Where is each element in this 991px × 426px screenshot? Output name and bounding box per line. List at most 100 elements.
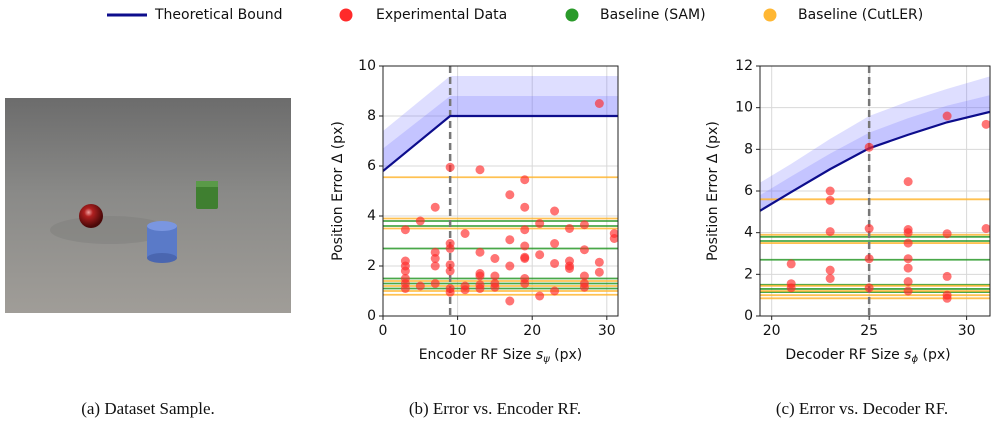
x-label-subscript: ψ bbox=[543, 354, 550, 365]
band-outer bbox=[383, 76, 618, 149]
x-axis-label: Decoder RF Size sϕ (px) bbox=[785, 347, 950, 367]
data-point bbox=[445, 162, 455, 172]
data-point bbox=[579, 282, 589, 292]
x-label-text: Encoder RF Size bbox=[419, 347, 532, 363]
chart: 0 2 4 6 8 10 12 20 25 30 Position Error Δ (px) Deco… bbox=[705, 58, 991, 367]
data-point bbox=[579, 271, 589, 281]
data-point bbox=[550, 206, 560, 216]
data-point bbox=[565, 224, 575, 233]
y-tick-label: 10 bbox=[358, 58, 376, 74]
data-point bbox=[430, 247, 440, 257]
data-point bbox=[903, 277, 913, 287]
data-point bbox=[786, 259, 796, 269]
data-point bbox=[825, 186, 835, 196]
data-point bbox=[505, 261, 515, 271]
data-point bbox=[903, 263, 913, 273]
data-point bbox=[520, 202, 530, 212]
data-point bbox=[825, 195, 835, 205]
data-point bbox=[535, 250, 545, 260]
data-point bbox=[430, 254, 440, 263]
y-tick-label: 12 bbox=[735, 58, 753, 74]
data-point bbox=[445, 260, 455, 270]
data-point bbox=[445, 266, 455, 276]
legend-swatch bbox=[339, 8, 353, 22]
legend-label: Baseline (CutLER) bbox=[798, 7, 923, 23]
data-point bbox=[475, 165, 485, 175]
data-point bbox=[903, 254, 913, 264]
data-point bbox=[520, 254, 530, 263]
legend-label: Baseline (SAM) bbox=[600, 7, 706, 23]
band-inner bbox=[760, 95, 990, 211]
x-tick-label: 0 bbox=[379, 323, 388, 339]
data-point bbox=[942, 271, 952, 281]
data-point bbox=[520, 175, 530, 185]
x-tick-label: 20 bbox=[763, 323, 781, 339]
x-tick-label: 30 bbox=[958, 323, 976, 339]
data-point bbox=[415, 281, 425, 291]
y-tick-label: 4 bbox=[744, 225, 753, 241]
data-point bbox=[460, 285, 470, 295]
plot-area bbox=[760, 66, 990, 316]
caption: (a) Dataset Sample. bbox=[81, 399, 215, 418]
bound-line bbox=[383, 114, 618, 172]
caption: (b) Error vs. Encoder RF. bbox=[409, 399, 581, 418]
y-tick-label: 6 bbox=[367, 158, 376, 174]
x-tick-label: 30 bbox=[598, 323, 616, 339]
data-point bbox=[460, 229, 470, 238]
data-point bbox=[475, 247, 485, 257]
legend-label: Theoretical Bound bbox=[154, 7, 282, 23]
plot-area bbox=[383, 66, 618, 316]
data-point bbox=[550, 239, 560, 248]
x-label-symbol: s bbox=[904, 347, 911, 363]
legend: Theoretical Bound Experimental Data Baseli… bbox=[107, 7, 923, 23]
data-point bbox=[400, 225, 410, 235]
data-point bbox=[430, 202, 440, 212]
x-label-subscript: ϕ bbox=[911, 354, 918, 365]
x-tick-label: 25 bbox=[860, 323, 878, 339]
data-point bbox=[505, 296, 515, 306]
data-point bbox=[475, 271, 485, 281]
band-inner bbox=[383, 96, 618, 171]
data-point bbox=[864, 142, 874, 152]
data-point bbox=[981, 119, 990, 129]
data-point bbox=[942, 229, 952, 239]
x-axis-label: Encoder RF Size sψ (px) bbox=[419, 347, 583, 367]
legend-swatch bbox=[565, 8, 579, 22]
legend-label: Experimental Data bbox=[376, 7, 507, 23]
data-point bbox=[825, 227, 835, 237]
y-tick-label: 10 bbox=[735, 100, 753, 116]
y-tick-label: 6 bbox=[744, 183, 753, 199]
y-tick-label: 8 bbox=[367, 108, 376, 124]
data-point bbox=[864, 283, 874, 293]
data-point bbox=[445, 244, 455, 253]
data-point bbox=[535, 219, 545, 228]
x-label-unit: (px) bbox=[554, 347, 582, 363]
y-axis-label: Position Error Δ (px) bbox=[330, 121, 346, 261]
axes-frame bbox=[382, 65, 619, 317]
data-point bbox=[825, 265, 835, 275]
data-point bbox=[825, 274, 835, 283]
data-point bbox=[535, 291, 545, 301]
caption: (c) Error vs. Decoder RF. bbox=[776, 399, 948, 418]
data-point bbox=[903, 286, 913, 296]
data-point bbox=[594, 257, 604, 267]
y-tick-label: 8 bbox=[744, 141, 753, 157]
x-label-unit: (px) bbox=[923, 347, 951, 363]
data-point bbox=[594, 267, 604, 277]
data-point bbox=[520, 279, 530, 288]
dataset-image bbox=[5, 98, 291, 313]
x-tick-label: 20 bbox=[523, 323, 541, 339]
band-outer bbox=[760, 76, 990, 196]
data-point bbox=[475, 284, 485, 293]
data-point bbox=[415, 216, 425, 226]
data-point bbox=[786, 283, 796, 293]
data-point bbox=[942, 293, 952, 303]
y-tick-label: 4 bbox=[367, 208, 376, 224]
data-point bbox=[550, 286, 560, 296]
data-point bbox=[490, 254, 500, 263]
data-point bbox=[981, 224, 990, 233]
y-tick-label: 0 bbox=[744, 308, 753, 324]
data-point bbox=[864, 254, 874, 264]
data-point bbox=[430, 279, 440, 288]
